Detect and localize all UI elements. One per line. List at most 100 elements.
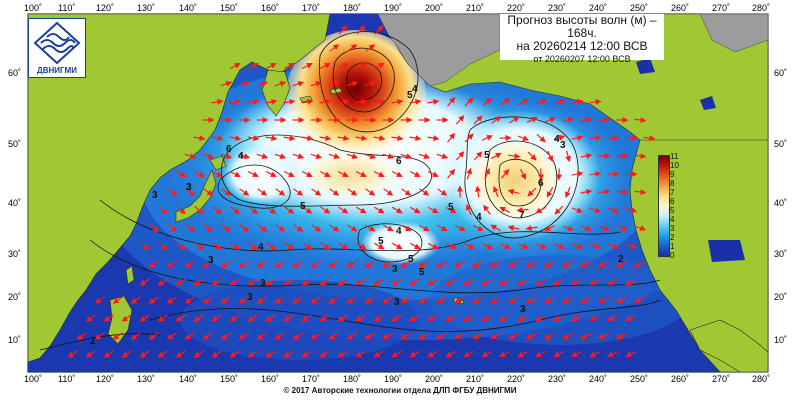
contour-label: 3 — [260, 278, 266, 289]
wave-direction-arrow — [364, 296, 376, 304]
wave-direction-arrow — [526, 260, 538, 268]
wave-direction-arrow — [274, 332, 285, 340]
wave-direction-arrow — [616, 225, 629, 231]
colorbar-label: 4 — [670, 215, 675, 224]
wave-direction-arrow — [373, 135, 386, 142]
wave-direction-arrow — [466, 167, 472, 180]
wave-direction-arrow — [553, 350, 565, 358]
land-philippines — [107, 295, 133, 345]
wave-direction-arrow — [320, 242, 331, 250]
wave-direction-arrow — [283, 98, 296, 105]
logo-text: ДВНИГМИ — [37, 66, 77, 75]
wave-direction-arrow — [508, 296, 520, 304]
wave-direction-arrow — [265, 314, 276, 322]
wave-direction-arrow — [184, 296, 195, 304]
wave-direction-arrow — [112, 332, 123, 340]
wave-direction-arrow — [311, 188, 322, 196]
lon-label: 280˚ — [752, 374, 770, 384]
wave-direction-arrow — [175, 170, 187, 178]
contour-label: 5 — [448, 202, 454, 213]
wave-direction-arrow — [643, 135, 656, 142]
wave-direction-arrow — [507, 188, 520, 195]
wave-direction-arrow — [238, 81, 251, 87]
wave-direction-arrow — [400, 153, 413, 159]
wave-direction-arrow — [256, 81, 269, 87]
wave-direction-arrow — [373, 206, 385, 214]
wave-direction-arrow — [589, 243, 602, 250]
lon-label: 190˚ — [384, 374, 402, 384]
wave-direction-arrow — [184, 332, 195, 340]
wave-direction-arrow — [355, 62, 367, 70]
contour-label: 4 — [412, 84, 418, 95]
wave-direction-arrow — [355, 242, 367, 250]
wave-direction-arrow — [616, 261, 628, 267]
wave-direction-arrow — [490, 224, 502, 232]
wave-direction-arrow — [293, 188, 304, 196]
wave-direction-arrow — [571, 170, 584, 177]
wave-direction-arrow — [607, 207, 620, 213]
wave-direction-arrow — [391, 170, 403, 178]
wave-direction-arrow — [382, 296, 394, 304]
wave-direction-arrow — [311, 224, 322, 232]
wave-direction-arrow — [481, 278, 493, 286]
wave-direction-arrow — [391, 135, 404, 142]
wave-direction-arrow — [148, 332, 159, 340]
wave-direction-arrow — [400, 260, 412, 268]
wave-direction-arrow — [328, 81, 341, 87]
wave-direction-arrow — [516, 207, 529, 214]
wave-direction-arrow — [221, 224, 232, 233]
copyright-footer: © 2017 Авторские технологии отдела ДЛП Ф… — [283, 386, 517, 395]
wave-height-colorbar — [658, 155, 670, 257]
wave-direction-arrow — [562, 116, 575, 123]
wave-direction-arrow — [391, 242, 403, 250]
wave-direction-arrow — [625, 351, 637, 357]
wave-direction-arrow — [580, 297, 592, 303]
wave-direction-arrow — [229, 98, 242, 105]
wave-direction-arrow — [535, 314, 547, 322]
wave-direction-arrow — [473, 151, 483, 161]
wave-direction-arrow — [535, 350, 547, 358]
wave-direction-arrow — [347, 224, 358, 232]
wave-direction-arrow — [546, 186, 554, 198]
wave-direction-arrow — [482, 97, 492, 106]
lon-label: 160˚ — [261, 374, 279, 384]
wave-direction-arrow — [490, 152, 502, 160]
wave-direction-arrow — [265, 135, 278, 142]
wave-direction-arrow — [166, 332, 177, 340]
wave-direction-arrow — [176, 205, 186, 215]
wave-direction-arrow — [634, 261, 646, 267]
wave-direction-arrow — [265, 62, 277, 70]
wave-direction-arrow — [409, 206, 421, 214]
wave-direction-arrow — [202, 260, 213, 268]
wave-direction-arrow — [337, 170, 349, 178]
wave-direction-arrow — [535, 278, 547, 286]
wave-direction-arrow — [257, 224, 268, 232]
lat-label: 40˚ — [8, 198, 21, 208]
wave-direction-arrow — [580, 261, 592, 267]
land-taiwan — [125, 265, 135, 285]
wave-direction-arrow — [256, 332, 267, 340]
wave-direction-arrow — [337, 350, 349, 358]
wave-direction-arrow — [472, 260, 484, 268]
wave-direction-arrow — [553, 99, 566, 105]
wave-direction-arrow — [499, 314, 511, 322]
wave-direction-arrow — [400, 296, 412, 304]
wave-direction-arrow — [283, 170, 295, 178]
wave-direction-arrow — [447, 168, 456, 179]
wave-direction-arrow — [538, 168, 545, 181]
wave-direction-arrow — [265, 278, 276, 286]
wave-direction-arrow — [256, 153, 269, 159]
wave-direction-arrow — [580, 188, 593, 195]
wave-direction-arrow — [391, 98, 404, 105]
land-water-bodies — [636, 58, 745, 262]
lon-label: 100˚ — [24, 374, 42, 384]
wave-direction-arrow — [212, 242, 223, 251]
wave-direction-arrow — [274, 296, 285, 304]
wave-direction-arrow — [499, 134, 512, 141]
ministry-logo: ДВНИГМИ — [28, 18, 86, 78]
wave-direction-arrow — [466, 203, 472, 216]
wave-direction-arrow — [553, 135, 566, 141]
colorbar-label: 1 — [670, 242, 675, 251]
contour-label: 5 — [419, 267, 425, 278]
